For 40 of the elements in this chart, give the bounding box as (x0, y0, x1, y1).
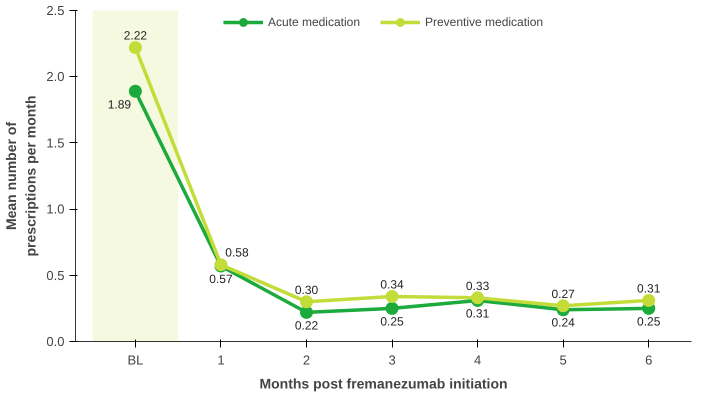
legend-label: Preventive medication (425, 15, 544, 29)
point (386, 302, 399, 315)
point (300, 295, 313, 308)
data-label: 0.31 (637, 281, 661, 296)
x-tick-label: 3 (388, 352, 396, 368)
y-tick-label: 2.0 (46, 69, 65, 84)
y-axis-title: Mean number of prescriptions per month (3, 95, 38, 257)
x-tick-label: 4 (474, 352, 482, 368)
data-label: 1.89 (108, 97, 132, 112)
data-label: 0.22 (294, 318, 319, 332)
data-label: 0.57 (209, 272, 233, 286)
data-label: 0.33 (466, 278, 490, 293)
point (642, 294, 656, 307)
point (128, 84, 142, 98)
x-tick-label: 6 (645, 352, 652, 368)
data-label: 0.58 (225, 246, 249, 260)
x-tick-label: 5 (560, 352, 567, 368)
x-axis-title: Months post fremanezumab initiation (259, 376, 508, 392)
y-tick-label: 1.0 (46, 202, 65, 217)
x-tick-label: 1 (217, 352, 225, 368)
legend-label: Acute medication (268, 15, 360, 29)
data-label: 2.22 (124, 28, 148, 43)
data-label: 0.24 (551, 316, 576, 330)
y-tick-label: 2.5 (46, 3, 65, 18)
data-label: 0.30 (294, 282, 319, 297)
point (128, 41, 142, 54)
data-label: 0.27 (551, 286, 576, 301)
data-label: 0.25 (637, 314, 661, 328)
point (556, 299, 570, 312)
data-label: 0.31 (466, 306, 490, 320)
x-tick-label: BL (127, 352, 144, 368)
y-tick-label: 1.5 (46, 135, 65, 150)
point (471, 291, 484, 304)
data-label: 0.25 (380, 314, 404, 328)
point (300, 306, 313, 319)
x-tick-label: 2 (302, 352, 310, 368)
data-label: 0.34 (380, 277, 404, 292)
y-tick-label: 0.5 (46, 268, 65, 283)
y-tick-label: 0.0 (46, 334, 65, 349)
point (386, 290, 399, 303)
